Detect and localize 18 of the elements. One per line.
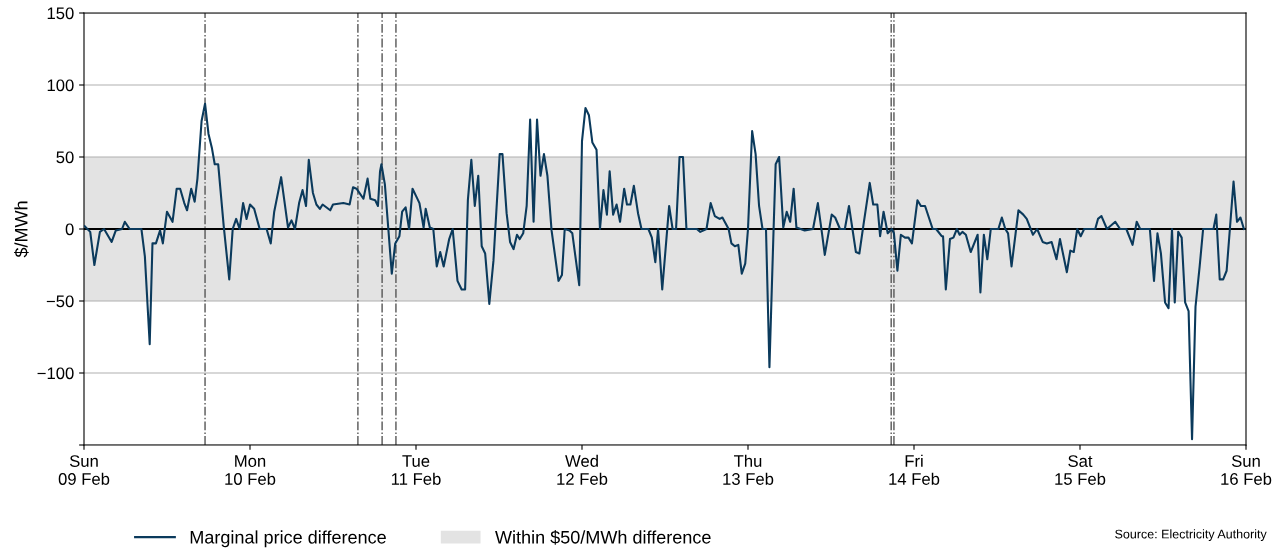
y-tick-label: −100: [37, 367, 74, 380]
x-tick-label: Mon 10 Feb: [225, 455, 276, 485]
source-note: Source: Electricity Authority: [1115, 529, 1267, 541]
x-tick-label: Sun 09 Feb: [58, 455, 110, 485]
y-tick-label: 0: [65, 223, 74, 236]
x-tick-label: Thu 13 Feb: [723, 454, 774, 485]
legend-label: Marginal price difference: [190, 530, 386, 548]
x-tick-label: Sun 16 Feb: [1221, 455, 1272, 485]
x-tick-label: Tue 11 Feb: [391, 455, 441, 485]
x-tick-label: Wed 12 Feb: [557, 454, 608, 485]
x-tick-label: Fri 14 Feb: [889, 454, 940, 485]
y-tick-label: 150: [47, 7, 74, 20]
legend-label: Within $50/MWh difference: [495, 530, 711, 545]
y-tick-label: 100: [47, 79, 74, 92]
y-tick-label: 50: [56, 151, 74, 164]
x-tick-label: Sat 15 Feb: [1055, 455, 1106, 485]
y-axis-title: $/MWh: [14, 201, 29, 258]
y-tick-label: −50: [46, 295, 74, 308]
